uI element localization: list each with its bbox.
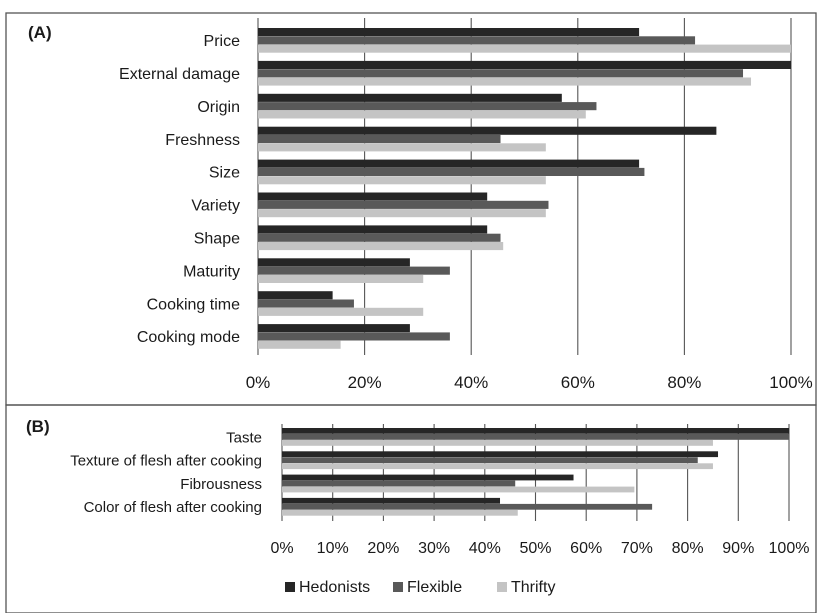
panel-a-bar-size-hedonists: [258, 159, 640, 168]
panel-a-bar-cooking-time-flexible: [258, 299, 354, 308]
panel-b-tick-label-60: 60%: [570, 540, 602, 557]
panel-a-category-label-maturity: Maturity: [183, 263, 240, 280]
panel-a-bar-cooking-mode-thrifty: [258, 340, 341, 349]
panel-b-tick-label-0: 0%: [270, 540, 293, 557]
panel-a-bar-shape-hedonists: [258, 225, 488, 234]
panel-a-bar-freshness-hedonists: [258, 126, 717, 135]
panel-a-category-label-size: Size: [209, 165, 240, 182]
panel-a-bar-cooking-time-hedonists: [258, 291, 333, 300]
panel-a-category-label-cooking-mode: Cooking mode: [137, 329, 240, 346]
panel-b-bar-color-of-flesh-after-cooking-thrifty: [282, 509, 518, 516]
panel-a-bar-cooking-mode-hedonists: [258, 324, 410, 333]
panel-a-tick-label-60: 60%: [561, 373, 595, 392]
panel-a-category-label-origin: Origin: [197, 99, 240, 116]
panel-a-tick-label-100: 100%: [769, 373, 812, 392]
panel-a-bar-price-thrifty: [258, 44, 791, 53]
panel-b-bar-taste-thrifty: [282, 440, 713, 446]
panel-b-tick-label-40: 40%: [469, 540, 501, 557]
panel-b-category-label-taste: Taste: [226, 429, 262, 446]
panel-b-bar-texture-of-flesh-after-cooking-thrifty: [282, 463, 713, 470]
panel-b-category-label-fibrousness: Fibrousness: [180, 476, 262, 493]
legend-label-thrifty: Thrifty: [511, 579, 555, 596]
panel-b-bar-color-of-flesh-after-cooking-flexible: [282, 503, 653, 510]
panel-b-category-label-texture-of-flesh-after-cooking: Texture of flesh after cooking: [70, 453, 262, 470]
panel-a-category-label-freshness: Freshness: [165, 132, 240, 149]
panel-a-bar-maturity-hedonists: [258, 258, 410, 267]
panel-b-frame: [5, 404, 817, 613]
panel-b-bar-fibrousness-hedonists: [282, 474, 574, 481]
legend-label-hedonists: Hedonists: [299, 579, 370, 596]
panel-a-bar-maturity-thrifty: [258, 274, 424, 283]
panel-a-tick-label-0: 0%: [246, 373, 271, 392]
panel-a-tick-label-40: 40%: [454, 373, 488, 392]
panel-a-bar-shape-thrifty: [258, 242, 504, 251]
panel-a-bar-price-hedonists: [258, 28, 640, 37]
panel-b-bar-taste-hedonists: [282, 428, 789, 434]
panel-a-bar-variety-hedonists: [258, 192, 488, 201]
panel-a-bar-external-damage-flexible: [258, 69, 744, 78]
panel-a-category-label-shape: Shape: [194, 231, 240, 248]
panel-b-tick-label-20: 20%: [367, 540, 399, 557]
panel-a-tick-label-20: 20%: [348, 373, 382, 392]
panel-b-tick-label-80: 80%: [672, 540, 704, 557]
panel-a-tick-label-80: 80%: [667, 373, 701, 392]
panel-a-bar-shape-flexible: [258, 233, 501, 242]
panel-a-label: (A): [28, 23, 52, 42]
panel-a-category-label-price: Price: [204, 33, 241, 50]
panel-a-bar-external-damage-thrifty: [258, 77, 752, 86]
panel-b-tick-label-10: 10%: [317, 540, 349, 557]
legend-swatch-hedonists: [285, 582, 295, 592]
panel-b-tick-label-70: 70%: [621, 540, 653, 557]
panel-b-bar-fibrousness-thrifty: [282, 486, 635, 493]
panel-b-label: (B): [26, 417, 50, 436]
panel-a-category-label-external-damage: External damage: [119, 66, 240, 83]
panel-a-bar-cooking-time-thrifty: [258, 307, 424, 316]
panel-b-tick-label-90: 90%: [722, 540, 754, 557]
panel-a-bar-variety-thrifty: [258, 209, 546, 218]
panel-b-tick-label-100: 100%: [769, 540, 810, 557]
panel-b-bar-texture-of-flesh-after-cooking-hedonists: [282, 451, 719, 458]
panel-a-bar-external-damage-hedonists: [258, 60, 791, 69]
panel-a-bar-origin-flexible: [258, 102, 597, 111]
panel-b-bar-fibrousness-flexible: [282, 480, 516, 487]
panel-a-bar-freshness-thrifty: [258, 143, 546, 152]
panel-a-category-label-variety: Variety: [191, 198, 240, 215]
panel-a-bar-cooking-mode-flexible: [258, 332, 450, 341]
panel-a-bar-variety-flexible: [258, 200, 549, 209]
panel-b-tick-label-50: 50%: [519, 540, 551, 557]
panel-a-bar-origin-thrifty: [258, 110, 586, 119]
panel-b-category-label-color-of-flesh-after-cooking: Color of flesh after cooking: [84, 499, 262, 516]
panel-a-bar-price-flexible: [258, 36, 696, 45]
panel-a-bar-size-thrifty: [258, 176, 546, 185]
panel-b-bar-taste-flexible: [282, 434, 789, 440]
panel-a-bar-freshness-flexible: [258, 135, 501, 144]
legend-label-flexible: Flexible: [407, 579, 462, 596]
panel-b-tick-label-30: 30%: [418, 540, 450, 557]
panel-a-bar-maturity-flexible: [258, 266, 450, 275]
panel-b-bar-color-of-flesh-after-cooking-hedonists: [282, 497, 501, 504]
panel-b-bar-texture-of-flesh-after-cooking-flexible: [282, 457, 698, 464]
legend-swatch-flexible: [393, 582, 403, 592]
legend-swatch-thrifty: [497, 582, 507, 592]
panel-a-bar-size-flexible: [258, 167, 645, 176]
panel-a-category-label-cooking-time: Cooking time: [147, 296, 240, 313]
panel-a-bar-origin-hedonists: [258, 93, 562, 102]
